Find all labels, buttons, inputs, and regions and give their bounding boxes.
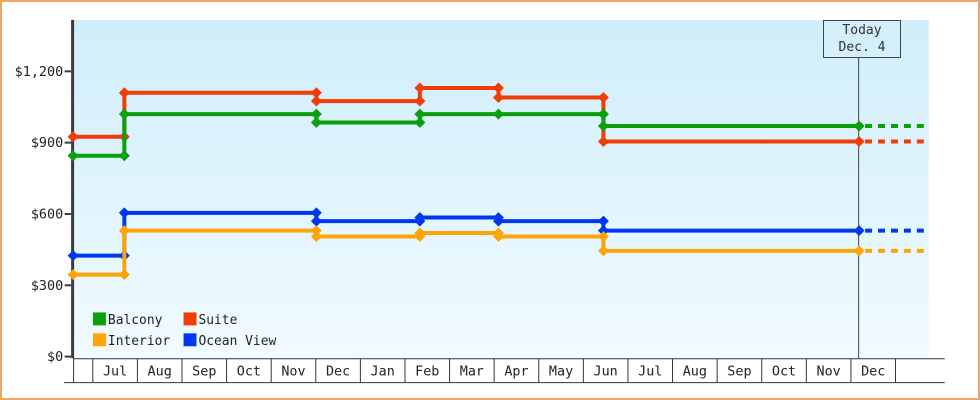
- data-point-marker-suite: [118, 87, 130, 99]
- legend-item-ocean-view: Ocean View: [183, 333, 276, 349]
- month-label: Nov: [281, 365, 305, 380]
- data-point-marker-interior: [853, 245, 865, 257]
- month-label: Feb: [415, 365, 439, 380]
- month-label: Aug: [148, 365, 172, 380]
- legend-item-balcony: Balcony: [93, 312, 163, 328]
- legend-label: Interior: [108, 334, 170, 349]
- y-axis-tick-label: $600: [31, 207, 63, 222]
- month-label: Oct: [772, 365, 796, 380]
- month-label: Apr: [504, 365, 528, 380]
- legend-item-suite: Suite: [183, 312, 238, 328]
- month-label: Sep: [192, 365, 216, 380]
- plot-background: [73, 19, 929, 359]
- data-point-marker-suite: [492, 82, 504, 94]
- series-suite: [67, 82, 926, 147]
- today-label: Today: [842, 23, 882, 38]
- legend-item-interior: Interior: [93, 333, 170, 349]
- data-point-marker-ocean-view: [67, 250, 79, 262]
- data-point-marker-interior: [118, 225, 130, 237]
- y-axis-tick-label: $300: [31, 279, 63, 294]
- month-label: May: [549, 365, 573, 380]
- data-point-marker-balcony: [853, 120, 865, 132]
- data-point-marker-balcony: [492, 108, 504, 120]
- month-label: Jul: [103, 365, 127, 380]
- data-point-marker-interior: [492, 231, 504, 243]
- month-label: Jun: [594, 365, 618, 380]
- y-axis-tick-label: $0: [47, 350, 63, 365]
- legend-swatch-balcony: [93, 312, 106, 326]
- month-label: Sep: [727, 365, 751, 380]
- legend-swatch-ocean-view: [183, 333, 197, 347]
- data-point-marker-suite: [853, 136, 865, 147]
- month-label: Mar: [460, 365, 484, 380]
- today-marker-box: Today Dec. 4: [823, 20, 901, 58]
- y-axis-tick-label: $900: [31, 136, 63, 151]
- data-point-marker-ocean-view: [853, 225, 865, 237]
- data-point-marker-suite: [492, 92, 504, 103]
- month-label: Jul: [638, 365, 662, 380]
- month-label: Dec: [861, 365, 885, 380]
- data-point-marker-suite: [67, 131, 79, 143]
- month-label: Aug: [683, 365, 707, 380]
- series-line-suite: [73, 85, 860, 144]
- legend-swatch-suite: [183, 312, 197, 326]
- month-label: Nov: [816, 365, 840, 380]
- month-label: Jan: [371, 365, 395, 380]
- legend-swatch-interior: [93, 333, 106, 347]
- legend-label: Suite: [198, 313, 237, 328]
- data-point-marker-balcony: [118, 108, 130, 120]
- month-label: Oct: [237, 365, 261, 380]
- today-date: Dec. 4: [838, 40, 886, 55]
- legend-label: Ocean View: [198, 334, 276, 349]
- legend-label: Balcony: [108, 313, 163, 328]
- month-label: Dec: [326, 365, 350, 380]
- y-axis-tick-label: $1,200: [15, 65, 63, 80]
